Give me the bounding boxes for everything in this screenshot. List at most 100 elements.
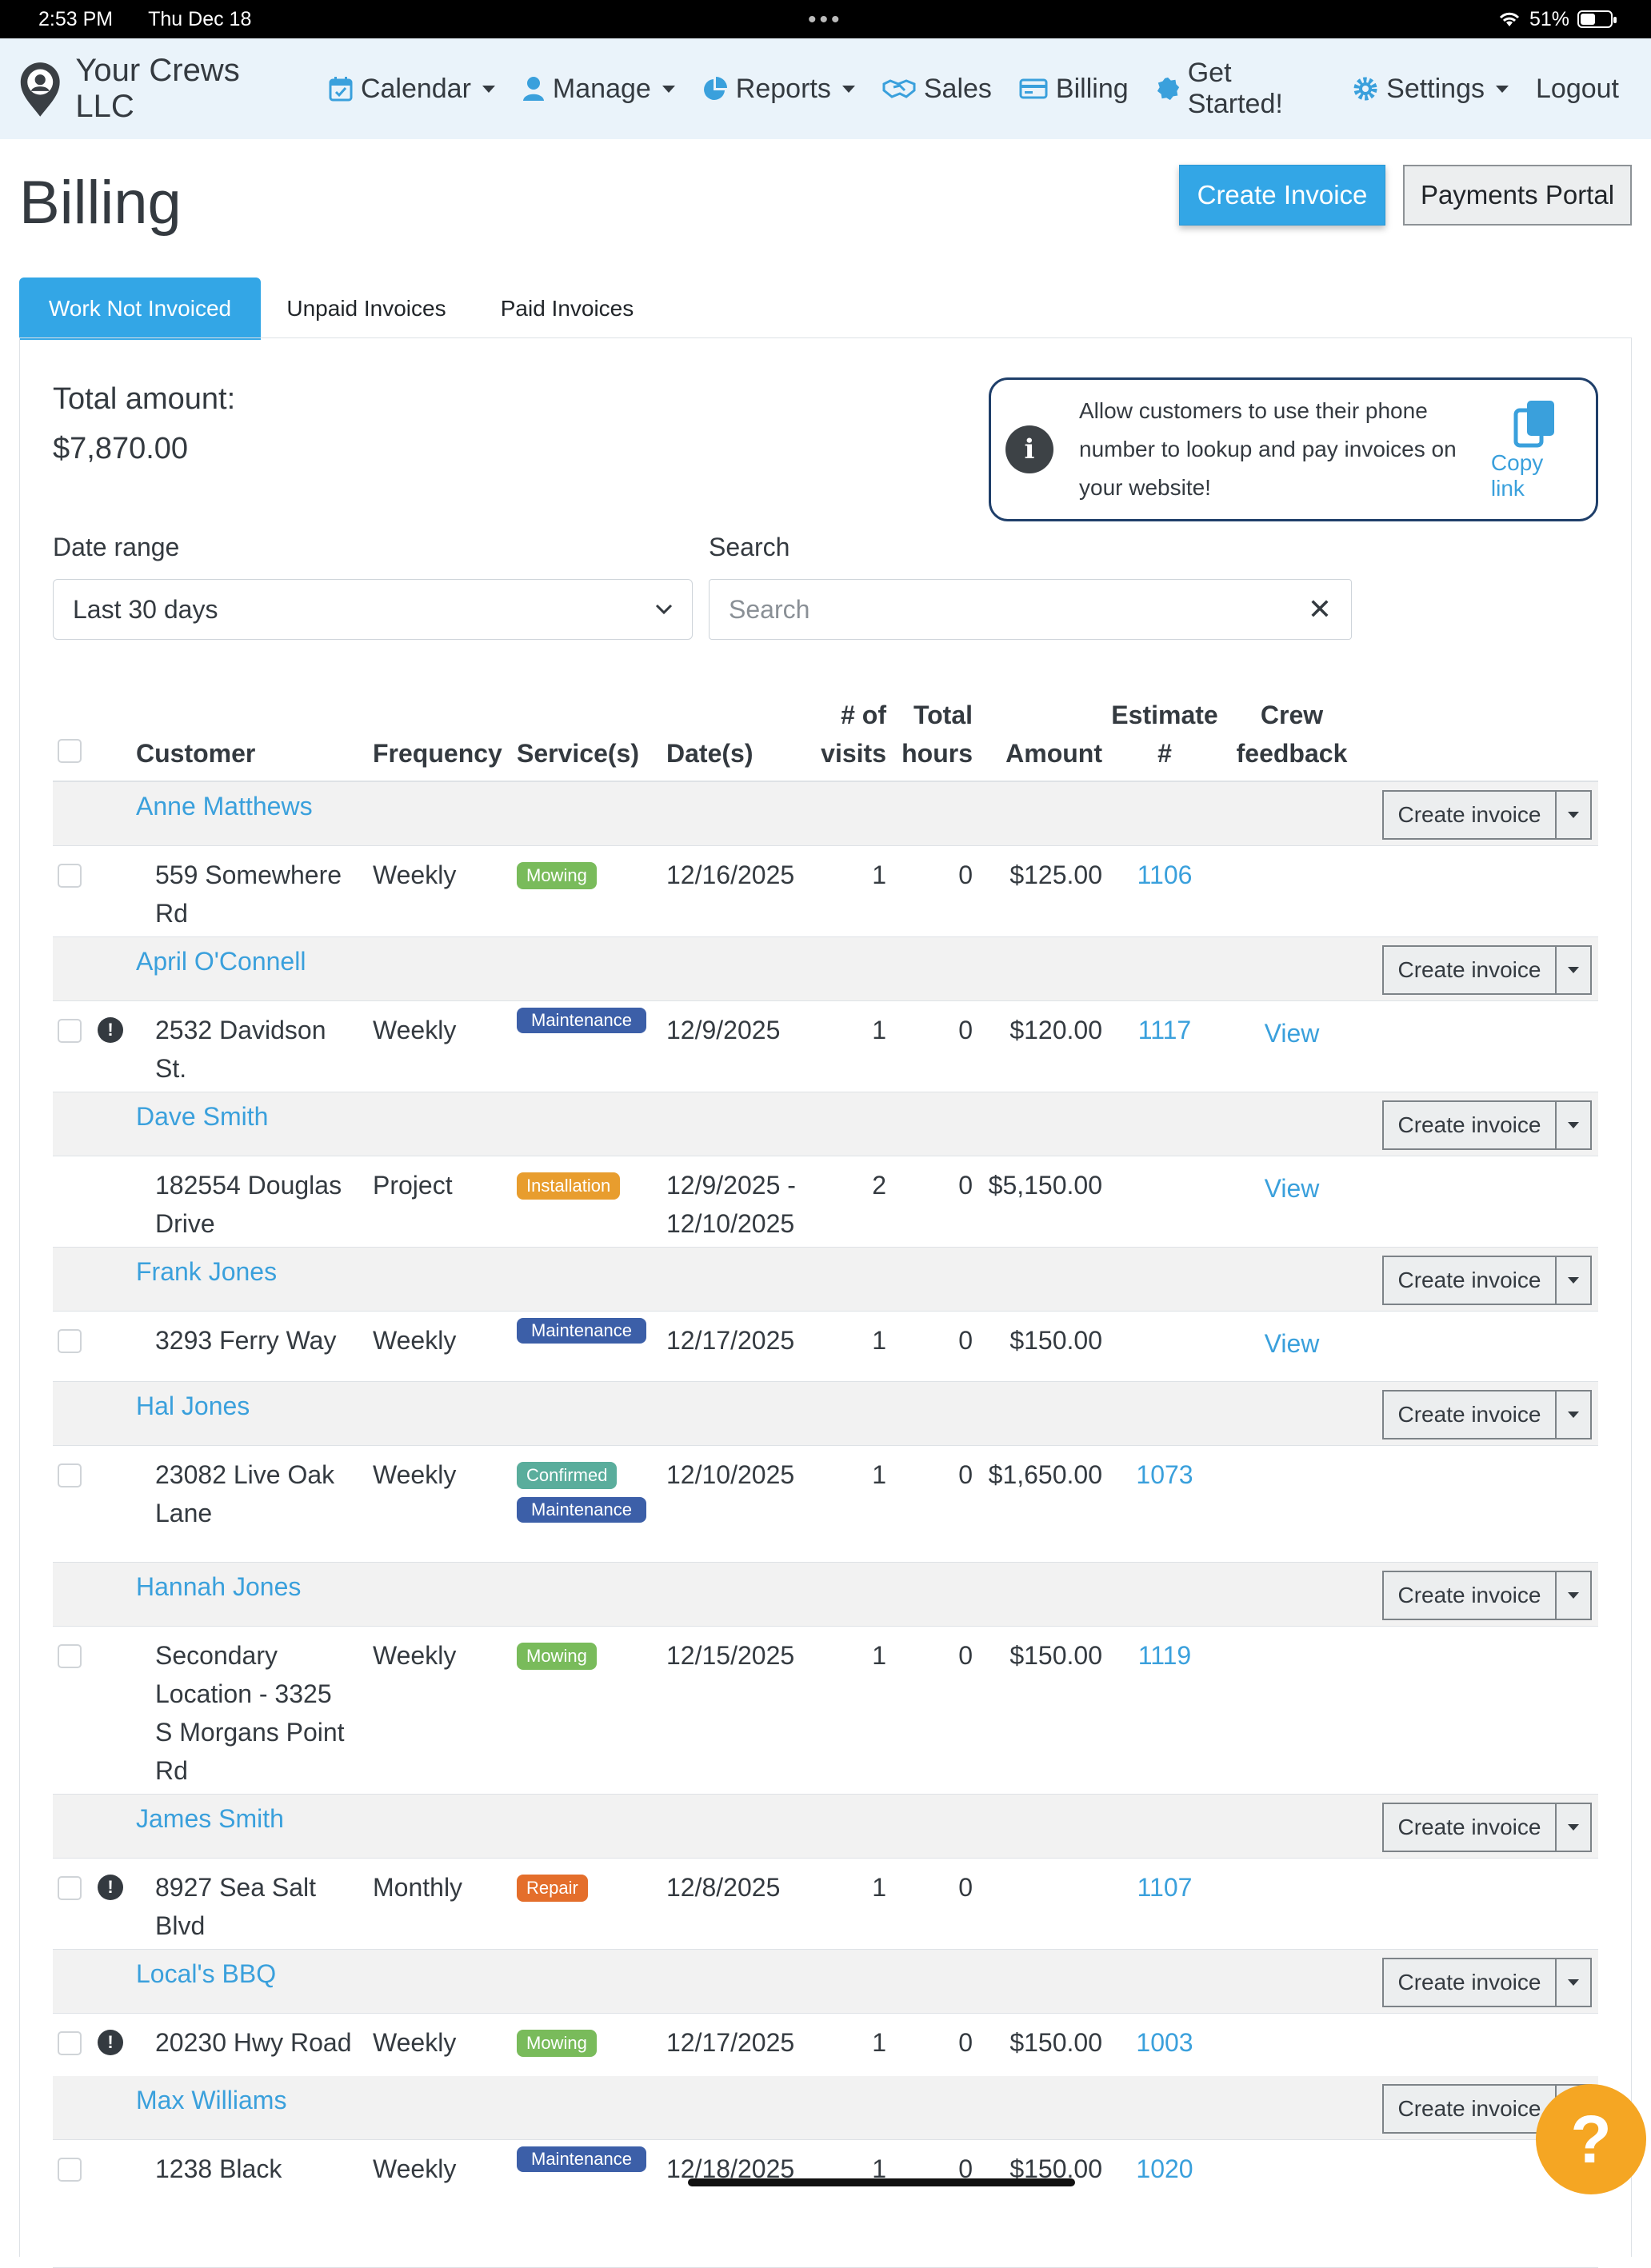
estimate-link[interactable]: 1107 bbox=[1137, 1873, 1193, 1902]
address-line: 2532 Davidson bbox=[155, 1016, 326, 1044]
row-checkbox[interactable] bbox=[58, 1329, 82, 1353]
nav-calendar[interactable]: Calendar bbox=[329, 74, 495, 105]
brand-logo-icon bbox=[20, 62, 60, 117]
user-icon bbox=[522, 77, 544, 101]
table-row: 3293 Ferry Way Weekly Maintenance 12/17/202… bbox=[53, 1312, 1598, 1382]
table-row: 23082 Live Oak Lane Weekly Confirmed Mainten… bbox=[53, 1446, 1598, 1563]
row-checkbox[interactable] bbox=[58, 2031, 82, 2055]
status-time: 2:53 PM bbox=[38, 7, 114, 30]
payments-portal-button[interactable]: Payments Portal bbox=[1403, 165, 1632, 226]
row-create-invoice-button[interactable]: Create invoice bbox=[1384, 1572, 1557, 1619]
address-cell: 3293 Ferry Way bbox=[155, 1321, 371, 1360]
brand[interactable]: Your Crews LLC bbox=[18, 53, 294, 125]
row-create-invoice-button[interactable]: Create invoice bbox=[1384, 947, 1557, 993]
hours-cell: 0 bbox=[958, 860, 973, 889]
customer-link[interactable]: Frank Jones bbox=[136, 1257, 278, 1286]
multitask-dots-icon[interactable]: ••• bbox=[808, 6, 843, 33]
row-invoice-dropdown-toggle[interactable] bbox=[1557, 792, 1590, 838]
row-invoice-dropdown-toggle[interactable] bbox=[1557, 1102, 1590, 1148]
chevron-down-icon bbox=[1568, 1979, 1579, 1986]
customer-link[interactable]: Hannah Jones bbox=[136, 1572, 302, 1601]
date-line: 12/10/2025 bbox=[666, 1460, 795, 1489]
row-checkbox[interactable] bbox=[58, 1019, 82, 1043]
address-line: Secondary bbox=[155, 1641, 278, 1670]
nav-logout[interactable]: Logout bbox=[1536, 74, 1619, 105]
crew-feedback-view-link[interactable]: View bbox=[1264, 1019, 1320, 1048]
row-checkbox[interactable] bbox=[58, 864, 82, 888]
dates-cell: 12/10/2025 bbox=[666, 1455, 794, 1494]
estimate-link[interactable]: 1020 bbox=[1136, 2154, 1193, 2183]
row-invoice-dropdown-toggle[interactable] bbox=[1557, 1804, 1590, 1851]
row-checkbox[interactable] bbox=[58, 2158, 82, 2182]
address-line: Lane bbox=[155, 1499, 213, 1527]
customer-link[interactable]: Anne Matthews bbox=[136, 792, 313, 821]
search-input[interactable] bbox=[729, 594, 1308, 625]
chevron-down-icon bbox=[1568, 1824, 1579, 1831]
customer-link[interactable]: Local's BBQ bbox=[136, 1959, 277, 1988]
row-checkbox[interactable] bbox=[58, 1463, 82, 1487]
customer-link[interactable]: Hal Jones bbox=[136, 1392, 250, 1420]
nav-billing[interactable]: Billing bbox=[1019, 74, 1129, 105]
row-checkbox[interactable] bbox=[58, 1644, 82, 1668]
customer-link[interactable]: Dave Smith bbox=[136, 1102, 269, 1131]
customer-group-row: Max Williams Create invoice bbox=[53, 2076, 1598, 2140]
row-create-invoice-button[interactable]: Create invoice bbox=[1384, 2086, 1557, 2132]
tab-paid-invoices[interactable]: Paid Invoices bbox=[500, 296, 634, 321]
col-estimate-line1: Estimate bbox=[1111, 701, 1218, 729]
row-invoice-dropdown-toggle[interactable] bbox=[1557, 1959, 1590, 2006]
create-invoice-split-button: Create invoice bbox=[1382, 1958, 1592, 2007]
customer-link[interactable]: James Smith bbox=[136, 1804, 284, 1833]
row-invoice-dropdown-toggle[interactable] bbox=[1557, 1392, 1590, 1438]
status-date: Thu Dec 18 bbox=[148, 7, 252, 30]
select-all-checkbox[interactable] bbox=[58, 739, 82, 763]
create-invoice-split-button: Create invoice bbox=[1382, 1571, 1592, 1620]
row-create-invoice-button[interactable]: Create invoice bbox=[1384, 1257, 1557, 1304]
customer-group-row: Hal Jones Create invoice bbox=[53, 1382, 1598, 1446]
estimate-link[interactable]: 1073 bbox=[1136, 1460, 1193, 1489]
service-badge: Mowing bbox=[517, 862, 597, 889]
row-create-invoice-button[interactable]: Create invoice bbox=[1384, 1102, 1557, 1148]
tab-work-not-invoiced[interactable]: Work Not Invoiced bbox=[19, 278, 261, 340]
customer-group-row: James Smith Create invoice bbox=[53, 1795, 1598, 1859]
date-range-select[interactable]: Last 30 days bbox=[53, 579, 693, 640]
nav-settings[interactable]: Settings bbox=[1353, 74, 1509, 105]
row-invoice-dropdown-toggle[interactable] bbox=[1557, 1257, 1590, 1304]
tab-unpaid-invoices[interactable]: Unpaid Invoices bbox=[286, 296, 446, 321]
row-create-invoice-button[interactable]: Create invoice bbox=[1384, 1959, 1557, 2006]
nav-manage[interactable]: Manage bbox=[522, 74, 675, 105]
copy-link-button[interactable]: Copy link bbox=[1491, 397, 1581, 501]
nav-sales[interactable]: Sales bbox=[882, 74, 992, 105]
nav-get-started[interactable]: Get Started! bbox=[1156, 58, 1326, 120]
address-cell: Secondary Location - 3325 S Morgans Point R… bbox=[155, 1636, 371, 1790]
customer-link[interactable]: April O'Connell bbox=[136, 947, 306, 976]
create-invoice-split-button: Create invoice bbox=[1382, 1256, 1592, 1305]
crew-feedback-view-link[interactable]: View bbox=[1264, 1174, 1320, 1203]
help-button[interactable]: ? bbox=[1536, 2084, 1646, 2194]
row-create-invoice-button[interactable]: Create invoice bbox=[1384, 1804, 1557, 1851]
customer-link[interactable]: Max Williams bbox=[136, 2086, 287, 2114]
estimate-link[interactable]: 1119 bbox=[1137, 1641, 1192, 1670]
nav-reports[interactable]: Reports bbox=[702, 74, 855, 105]
address-line: 3293 Ferry Way bbox=[155, 1326, 337, 1355]
dates-cell: 12/15/2025 bbox=[666, 1636, 794, 1675]
row-create-invoice-button[interactable]: Create invoice bbox=[1384, 1392, 1557, 1438]
crew-feedback-view-link[interactable]: View bbox=[1264, 1329, 1320, 1358]
col-customer: Customer bbox=[136, 739, 256, 768]
row-invoice-dropdown-toggle[interactable] bbox=[1557, 947, 1590, 993]
estimate-link[interactable]: 1117 bbox=[1137, 1016, 1192, 1044]
row-checkbox[interactable] bbox=[58, 1876, 82, 1900]
date-line: 12/17/2025 bbox=[666, 1326, 795, 1355]
nav-billing-label: Billing bbox=[1055, 73, 1129, 104]
create-invoice-button[interactable]: Create Invoice bbox=[1179, 165, 1385, 226]
row-create-invoice-button[interactable]: Create invoice bbox=[1384, 792, 1557, 838]
clear-search-icon[interactable]: ✕ bbox=[1307, 593, 1332, 625]
estimate-link[interactable]: 1003 bbox=[1136, 2028, 1193, 2057]
estimate-link[interactable]: 1106 bbox=[1137, 860, 1193, 889]
visits-cell: 1 bbox=[872, 1016, 886, 1044]
visits-cell: 1 bbox=[872, 2028, 886, 2057]
chevron-down-icon bbox=[1568, 1412, 1579, 1418]
address-cell: 20230 Hwy Road bbox=[155, 2023, 371, 2062]
amount-cell: $1,650.00 bbox=[988, 1460, 1102, 1489]
warning-icon: ! bbox=[98, 2030, 123, 2055]
row-invoice-dropdown-toggle[interactable] bbox=[1557, 1572, 1590, 1619]
